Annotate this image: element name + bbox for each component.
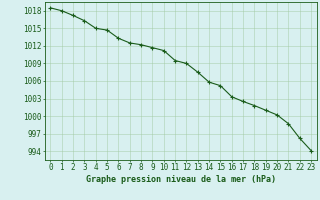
X-axis label: Graphe pression niveau de la mer (hPa): Graphe pression niveau de la mer (hPa) xyxy=(86,175,276,184)
